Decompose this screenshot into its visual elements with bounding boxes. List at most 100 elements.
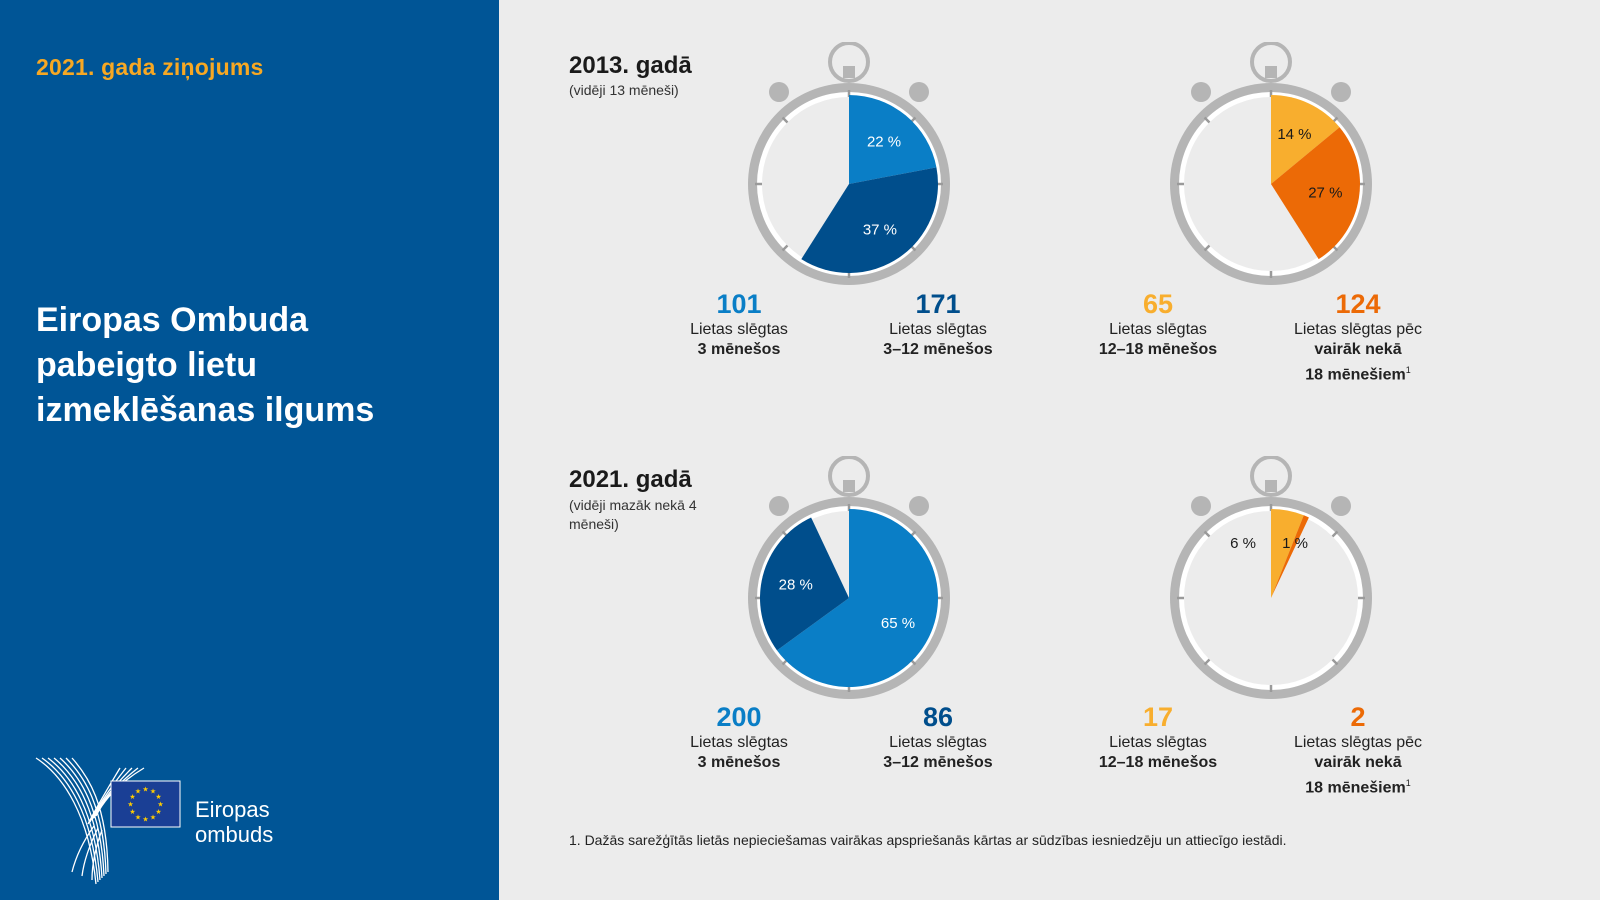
stopwatch-button-icon	[769, 496, 789, 516]
right-panel: 2013. gadā (vidēji 13 mēneši) 2021. gadā…	[499, 0, 1600, 900]
stopwatch-button-icon	[769, 82, 789, 102]
stat-block: 65 Lietas slēgtas 12–18 mēnešos	[1063, 288, 1253, 360]
stat-label: Lietas slēgtas	[1109, 321, 1207, 338]
left-panel: 2021. gada ziņojums Eiropas Ombuda pabei…	[0, 0, 499, 900]
year-title-2013: 2013. gadā	[569, 52, 692, 79]
pie-slice	[849, 95, 937, 184]
stopwatch-tick	[1203, 244, 1211, 252]
pie-slice	[776, 509, 938, 687]
stopwatch-ring-icon	[1250, 456, 1292, 497]
year-subtitle-2021: (vidēji mazāk nekā 4 mēneši)	[569, 497, 697, 532]
logo-text-line: ombuds	[195, 822, 274, 847]
pie-slice	[1271, 509, 1304, 598]
pie-slice-label: 14 %	[1277, 126, 1311, 143]
main-title: Eiropas Ombuda pabeigto lietu izmeklēšan…	[36, 298, 476, 433]
stat-period: 3 mēnešos	[697, 754, 781, 771]
stat-period: vairāk nekā	[1314, 341, 1402, 358]
stopwatch-chart-2013-orange: 14 % 27 %	[1170, 42, 1372, 285]
stopwatch-tick	[1203, 116, 1211, 124]
stopwatch-button-icon	[1331, 82, 1351, 102]
stat-label: Lietas slēgtas pēc	[1293, 734, 1423, 751]
stopwatch-tick	[781, 116, 789, 124]
stat-value: 200	[716, 702, 762, 732]
pie-slice-label: 27 %	[1308, 185, 1342, 202]
stat-period: 12–18 mēnešos	[1098, 754, 1218, 771]
stopwatch-tick	[1331, 530, 1339, 538]
logo-text: Eiropas ombuds	[195, 797, 273, 847]
stat-block: 101 Lietas slēgtas 3 mēnešos	[644, 288, 834, 360]
stopwatch-button-icon	[909, 82, 929, 102]
pie-slice-label: 6 %	[1230, 535, 1256, 552]
eu-star-icon: ★	[142, 816, 148, 824]
eu-star-icon: ★	[157, 801, 163, 809]
footnote-mark: 1	[1405, 778, 1411, 788]
footnote-mark: 1	[1405, 365, 1411, 375]
pie-slice-label: 28 %	[779, 576, 813, 593]
pie-slice	[1271, 127, 1360, 260]
stat-period: 12–18 mēnešos	[1098, 341, 1218, 358]
eu-star-icon: ★	[155, 793, 161, 801]
stat-period: 3 mēnešos	[697, 341, 781, 358]
stat-label: Lietas slēgtas	[690, 321, 788, 338]
stat-label: Lietas slēgtas	[889, 321, 987, 338]
stopwatch-chart-2013-blue: 22 % 37 %	[748, 42, 950, 285]
stopwatch-stem-icon	[843, 480, 855, 492]
eu-star-icon: ★	[129, 808, 135, 816]
year-title-2021: 2021. gadā	[569, 466, 692, 493]
stat-block: 86 Lietas slēgtas 3–12 mēnešos	[843, 701, 1033, 773]
stopwatch-ring-icon	[828, 42, 870, 83]
pie-slice	[760, 517, 849, 651]
stopwatch-tick	[1203, 658, 1211, 666]
eu-star-icon: ★	[150, 788, 156, 796]
eu-star-icon: ★	[135, 813, 141, 821]
pie-slice-label: 65 %	[881, 615, 915, 632]
stat-block: 124 Lietas slēgtas pēc vairāk nekā 18 mēneš…	[1263, 288, 1453, 385]
stat-period: vairāk nekā	[1314, 754, 1402, 771]
stat-period: 3–12 mēnešos	[883, 754, 993, 771]
stopwatch-ring-icon	[828, 456, 870, 497]
stat-block: 200 Lietas slēgtas 3 mēnešos	[644, 701, 834, 773]
eu-star-icon: ★	[127, 801, 133, 809]
stat-value: 65	[1142, 289, 1174, 319]
footnote: 1. Dažās sarežģītās lietās nepieciešamas…	[569, 832, 1287, 848]
stat-period-extra-text: 18 mēnešiem	[1305, 779, 1406, 797]
stopwatch-stem-icon	[1265, 480, 1277, 492]
stat-block: 17 Lietas slēgtas 12–18 mēnešos	[1063, 701, 1253, 773]
stopwatch-tick	[1331, 658, 1339, 666]
stat-value: 2	[1350, 702, 1366, 732]
stat-block: 171 Lietas slēgtas 3–12 mēnešos	[843, 288, 1033, 360]
pie-slice	[1271, 95, 1340, 184]
stopwatch-button-icon	[1331, 496, 1351, 516]
stopwatch-stem-icon	[843, 66, 855, 78]
pie-slice	[1271, 515, 1309, 598]
logo-text-line: Eiropas	[195, 797, 270, 822]
eu-star-icon: ★	[142, 786, 148, 794]
stat-period-extra: 18 mēnešiem1	[1263, 773, 1453, 798]
eu-star-icon: ★	[150, 813, 156, 821]
stat-label: Lietas slēgtas pēc	[1293, 321, 1423, 338]
logo-swoosh-icon	[35, 757, 145, 885]
eu-star-icon: ★	[129, 793, 135, 801]
stopwatch-ring-icon	[1250, 42, 1292, 83]
pie-slice-label: 22 %	[867, 134, 901, 151]
stat-label: Lietas slēgtas	[690, 734, 788, 751]
pie-slice	[801, 167, 938, 273]
stat-value: 171	[915, 289, 961, 319]
stat-value: 17	[1142, 702, 1174, 732]
pie-slice-label: 37 %	[863, 221, 897, 238]
pie-slice-label: 1 %	[1282, 535, 1308, 552]
stopwatch-button-icon	[909, 496, 929, 516]
stat-value: 86	[922, 702, 954, 732]
stat-period: 3–12 mēnešos	[883, 341, 993, 358]
stopwatch-chart-2021-blue: 65 % 28 %	[748, 456, 950, 699]
stat-period-extra: 18 mēnešiem1	[1263, 360, 1453, 385]
stat-block: 2 Lietas slēgtas pēc vairāk nekā 18 mēnešie…	[1263, 701, 1453, 798]
stat-label: Lietas slēgtas	[1109, 734, 1207, 751]
eu-flag-icon: ★ ★★★★★★★★★★★	[110, 780, 181, 828]
stat-period-extra-text: 18 mēnešiem	[1305, 366, 1406, 384]
stat-value: 101	[716, 289, 762, 319]
eu-star-icon: ★	[135, 788, 141, 796]
year-subtitle-2013: (vidēji 13 mēneši)	[569, 82, 679, 98]
report-label: 2021. gada ziņojums	[36, 54, 264, 80]
main-title-line: Eiropas Ombuda	[36, 301, 309, 339]
